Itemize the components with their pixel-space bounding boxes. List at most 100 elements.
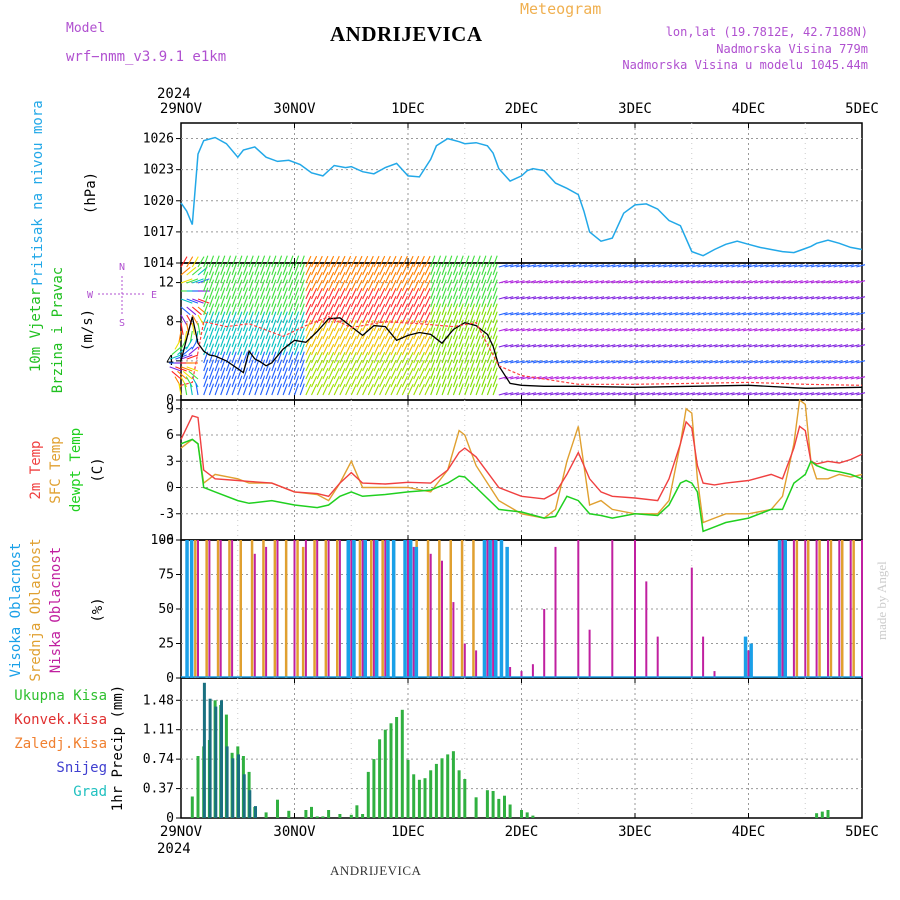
wind-barb [276,351,283,364]
cloud-bar [276,540,279,678]
wind-barb [254,311,260,324]
pressure-line [180,136,863,257]
pressure-axis-unit: (hPa) [83,172,99,214]
wind-barb [799,392,809,396]
precip-bar [355,805,359,818]
wind-barb [527,360,537,364]
wind-barb-column [685,264,695,396]
precip-bar [196,756,200,818]
wind-barb [265,295,271,308]
wind-barb [833,280,843,284]
wind-barb [191,322,195,335]
wind-barb [532,264,542,268]
wind-barb [356,383,363,396]
wind-barb [469,287,476,300]
wind-barb [384,263,391,276]
wind-barb [345,303,352,316]
wind-barb [805,280,815,284]
pressure-axis-title: Pritisak na nivou mora [30,100,46,285]
wind-barb [339,343,346,356]
wind-barb [174,376,182,388]
wind-barb [316,255,323,268]
wind-barb [282,375,288,388]
wind-barb [191,266,202,276]
wind-axis-subtitle: Brzina i Pravac [50,267,66,393]
wind-barb [651,296,661,300]
wind-barb-column [322,255,329,396]
wind-barb [265,311,271,324]
precip-legend-item: Konvek.Kisa [14,712,107,728]
wind-barb [259,287,266,300]
wind-barb [350,319,357,332]
wind-barb-column [390,255,397,396]
wind-barb [407,343,414,356]
wind-barb [333,255,340,268]
wind-barb [680,344,690,348]
wind-barb-column [788,264,798,396]
wind-barb [362,335,369,348]
wind-barb [498,344,508,348]
wind-barb [441,351,447,364]
wind-barb [293,255,300,268]
precip-bar [361,814,365,818]
wind-barb [793,376,803,380]
cloud-bar [194,540,197,678]
wind-barb [333,335,340,348]
wind-barb [475,311,481,324]
wind-barb [220,263,226,276]
wind-barb [259,375,266,388]
precip-bar [531,815,535,818]
precip-bar [440,758,444,818]
wind-barb [748,296,758,300]
wind-barb [748,376,758,380]
wind-barb [674,280,684,284]
wind-barb [532,312,542,316]
wind-barb [600,328,610,332]
model-elevation: Nadmorska Visina u modelu 1045.44m [622,58,868,72]
wind-barb [702,264,712,268]
wind-barb [362,271,369,284]
wind-barb [333,375,340,388]
wind-barb [322,383,329,396]
wind-barb [208,375,215,388]
wind-barb-column [623,264,633,396]
wind-barb [617,344,627,348]
wind-barb [765,264,775,268]
wind-barb [373,375,380,388]
wind-barb [685,312,695,316]
wind-barb [379,295,386,308]
wind-barb [617,392,627,396]
wind-barb [231,303,237,316]
wind-barb [504,392,514,396]
y-tick-label: 3 [166,454,174,469]
wind-barb [510,328,519,332]
wind-barb [328,279,335,292]
wind-barb [549,280,559,284]
wind-barb [481,383,487,396]
wind-barb [606,280,616,284]
wind-barb-column [174,256,199,396]
wind-barb [822,264,832,268]
wind-barb [430,327,436,340]
wind-barb [339,383,346,396]
wind-barb [464,367,470,380]
cloud-bar [273,540,277,678]
wind-barb [316,351,323,364]
wind-barb [407,383,414,396]
wind-barb [203,279,209,292]
wind-barb [555,376,565,380]
wind-barb [759,344,769,348]
wind-barb-column [339,255,346,396]
cloud-bar [189,540,194,678]
wind-barb-column [680,264,690,396]
wind-barb [521,360,531,364]
wind-barb [452,263,459,276]
precip-bar [190,796,194,818]
wind-barb [225,295,232,308]
wind-barb [220,343,226,356]
wind-barb [322,327,329,340]
wind-barb [186,314,194,326]
wind-barb [430,287,436,300]
wind-barb [674,376,684,380]
wind-barb [731,376,741,380]
